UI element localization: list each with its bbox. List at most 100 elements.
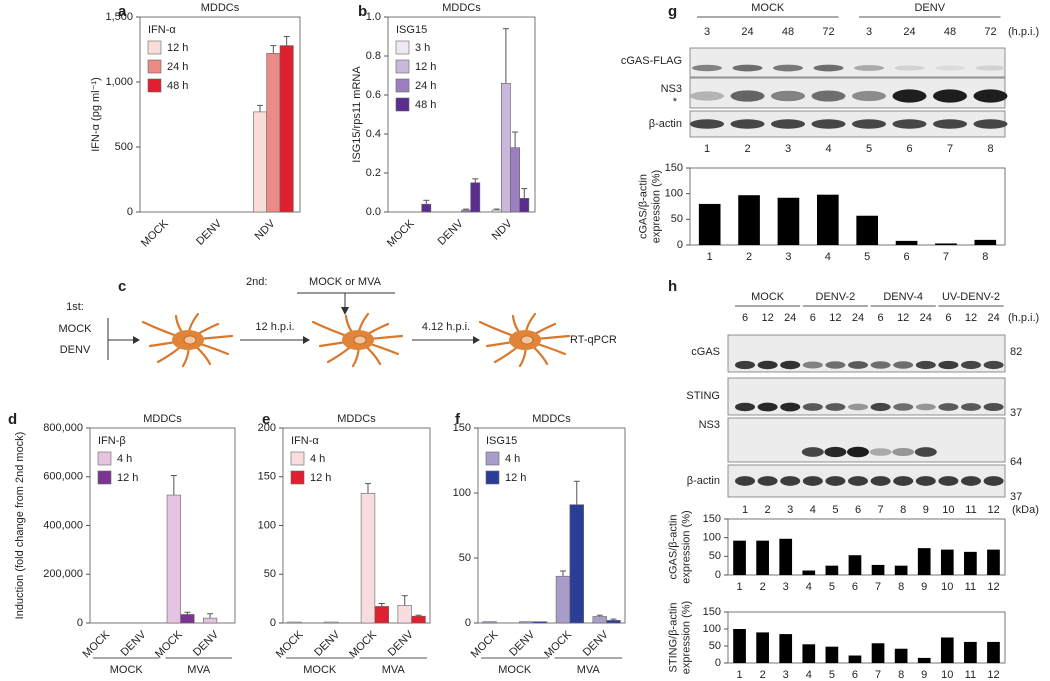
bar	[895, 240, 918, 245]
blot-band	[935, 65, 965, 71]
x-tick-label: NDV	[490, 217, 515, 242]
y-axis-label: expression (%)	[680, 601, 692, 674]
y-tick-label: 50	[709, 640, 721, 652]
x-tick-label: 3	[783, 581, 789, 593]
panel-label: g	[668, 3, 677, 20]
bar	[733, 540, 746, 575]
bar	[569, 504, 584, 624]
x-tick-label: 10	[941, 581, 953, 593]
panel-label: d	[8, 411, 17, 428]
x-tick-label: 7	[943, 251, 949, 263]
x-tick-label: 7	[875, 581, 881, 593]
blot-band	[983, 476, 1004, 486]
bar	[894, 648, 908, 663]
blot-group-label: DENV	[914, 2, 945, 14]
blot-band	[894, 65, 925, 71]
blot-row-label: β-actin	[649, 118, 682, 130]
x-tick-label: 1	[736, 669, 742, 681]
legend-swatch	[395, 59, 410, 74]
y-tick-label: 1,000	[105, 76, 133, 88]
blot-band	[824, 446, 847, 458]
x-tick-label: 1	[736, 581, 742, 593]
blot-lane: 1	[742, 504, 748, 516]
y-tick-label: 0.8	[366, 50, 381, 62]
legend-label: 12 h	[310, 472, 331, 484]
x-tick-label: 5	[864, 251, 870, 263]
blot-time: 3	[704, 26, 710, 38]
blot-time: 72	[822, 26, 834, 38]
plot-frame	[477, 427, 626, 624]
blot-band	[757, 402, 778, 412]
legend-swatch	[290, 470, 305, 485]
legend-swatch	[485, 451, 500, 466]
bar	[779, 538, 793, 575]
x-tick-label: DENV	[312, 628, 343, 659]
legend-label: 24 h	[415, 80, 436, 92]
legend-swatch	[485, 470, 500, 485]
blot-band	[780, 402, 801, 412]
legend-label: 12 h	[505, 472, 526, 484]
bar	[974, 239, 997, 245]
blot-band	[757, 360, 778, 370]
blot-lane: 6	[855, 504, 861, 516]
legend-title: ISG15	[396, 24, 427, 36]
blot-band	[892, 119, 927, 129]
blot-time: 48	[944, 26, 956, 38]
group-label: MVA	[382, 664, 406, 676]
x-tick-label: 3	[783, 669, 789, 681]
blot-band	[735, 402, 755, 412]
blot-band	[802, 403, 823, 411]
blot-group-label: DENV-4	[883, 291, 923, 303]
y-tick-label: 0	[127, 206, 133, 218]
x-tick-label: DENV	[507, 628, 538, 659]
bar	[287, 621, 302, 624]
blot-band	[933, 89, 967, 103]
blot-strip	[727, 417, 1006, 463]
blot-band	[825, 476, 846, 486]
bar	[510, 147, 520, 213]
y-tick-label: 600,000	[43, 471, 83, 483]
plot-frame	[282, 427, 431, 624]
y-axis-label: cGAS/β-actin	[667, 514, 679, 579]
x-tick-label: MOCK	[385, 217, 417, 249]
y-tick-label: 1,500	[105, 11, 133, 23]
blot-lane: 5	[832, 504, 838, 516]
legend-swatch	[97, 451, 112, 466]
plot-frame	[727, 518, 1006, 576]
x-tick-label: NDV	[253, 217, 278, 242]
x-tick-label: 11	[965, 669, 976, 681]
legend-title: IFN-α	[148, 24, 176, 36]
blot-row-label: cGAS	[691, 346, 720, 358]
bar	[461, 209, 471, 213]
bar	[279, 45, 294, 213]
blot-band	[690, 119, 724, 129]
chart-title: MDDCs	[201, 2, 240, 14]
dendritic-cell	[311, 312, 404, 368]
legend-label: 3 h	[415, 42, 430, 54]
y-tick-label: 100	[665, 188, 683, 200]
blot-band	[915, 403, 936, 411]
blot-band	[757, 476, 778, 486]
blot-row-label: NS3	[661, 83, 682, 95]
y-tick-label: 0.2	[366, 167, 381, 179]
dendritic-cell	[478, 312, 571, 368]
chart-title: MDDCs	[143, 413, 182, 425]
blot-band	[848, 476, 868, 486]
legend-title: ISG15	[486, 435, 517, 447]
y-axis-label: cGAS/β-actin	[637, 174, 649, 239]
blot-group-label: DENV-2	[816, 291, 856, 303]
bar	[733, 629, 746, 663]
bar	[777, 197, 800, 245]
blot-band	[847, 446, 869, 458]
y-tick-label: 200,000	[43, 568, 83, 580]
blot-band	[811, 90, 846, 102]
blot-time: 12	[761, 312, 773, 324]
legend-swatch	[395, 78, 410, 93]
blot-band	[914, 447, 937, 457]
legend-swatch	[147, 59, 162, 74]
blot-group-label: MOCK	[751, 291, 785, 303]
blot-row-label: STING	[686, 390, 720, 402]
blot-band	[801, 447, 824, 457]
arrow-head	[473, 336, 480, 344]
